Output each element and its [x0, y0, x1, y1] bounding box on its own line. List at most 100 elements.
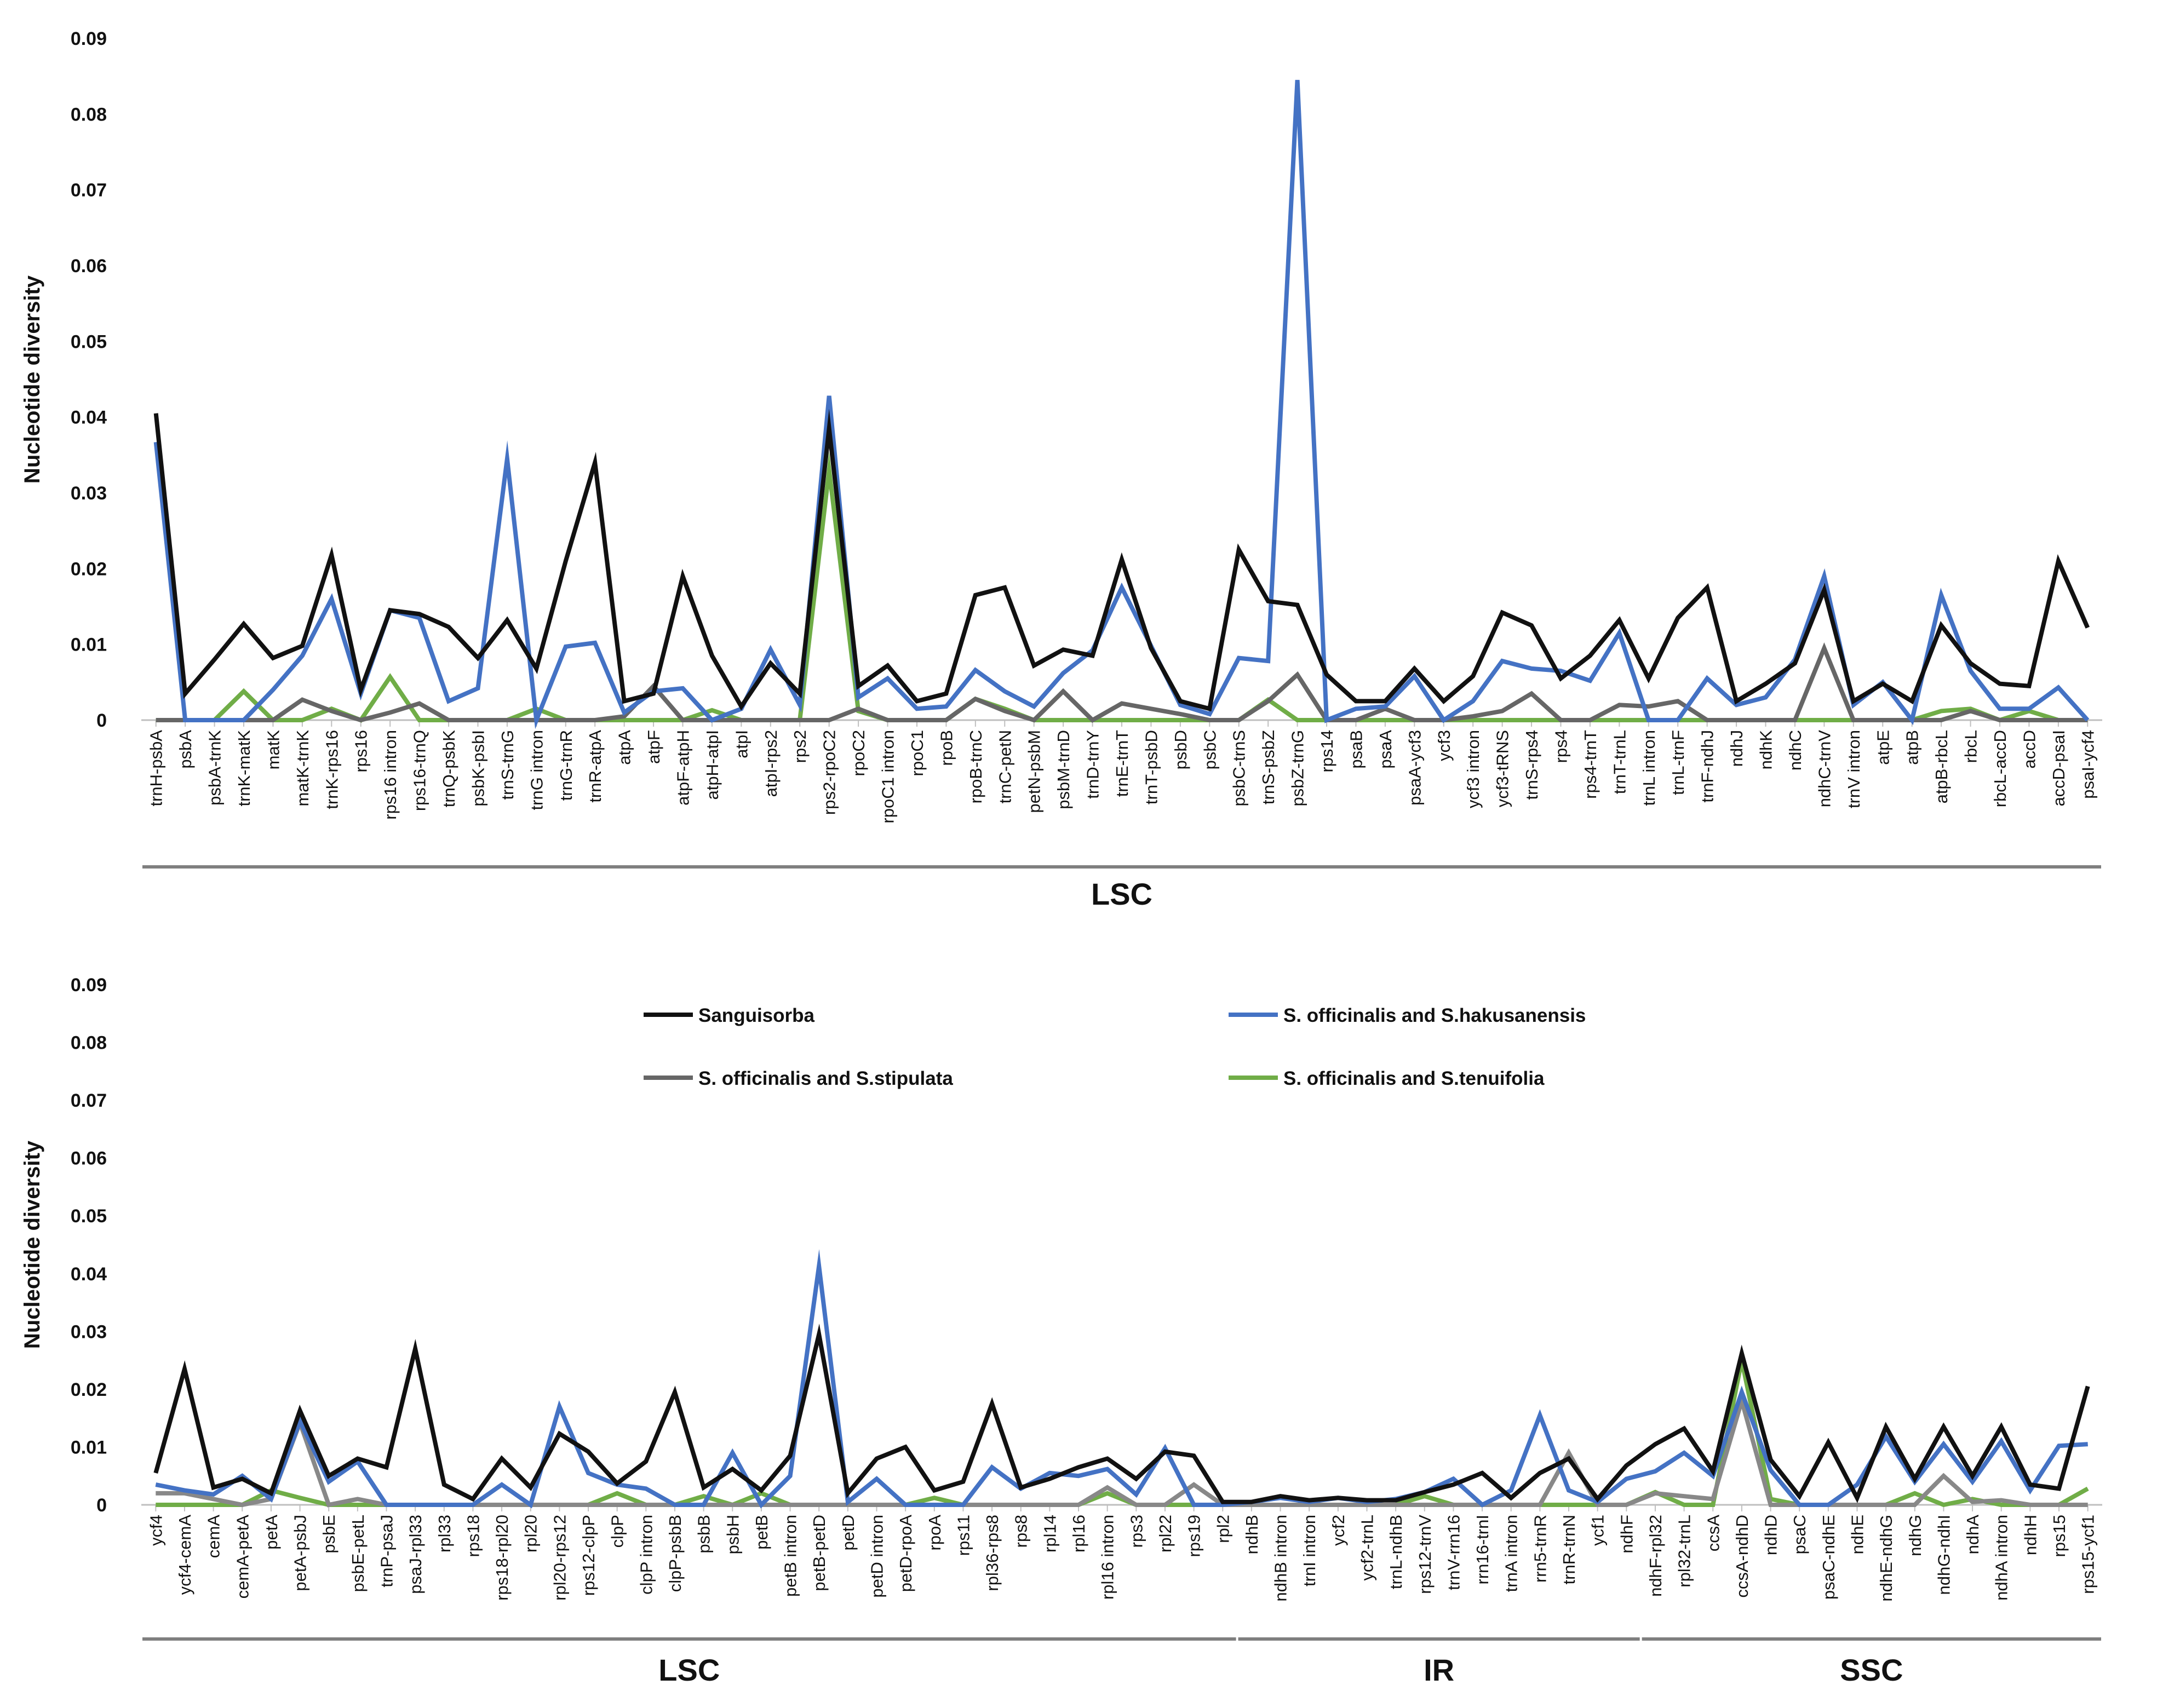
series-line-s-officinalis-and-s-hakusanensis: [155, 1249, 2088, 1509]
x-tick-label-rpob: rpoB: [937, 730, 956, 766]
x-tick-label-rpl22: rpl22: [1156, 1515, 1175, 1552]
series-line-s-officinalis-and-s-stipulata: [156, 1393, 2088, 1508]
x-tick-label-atpi: atpI: [732, 730, 751, 758]
x-tick-label-rrn5-trnr: rrn5-trnR: [1530, 1515, 1550, 1583]
x-tick-label-atpf: atpF: [644, 730, 663, 764]
y-tick-label: 0.03: [71, 483, 107, 504]
x-tick-label-trnk-matk: trnK-matK: [234, 730, 254, 807]
x-tick-label-rps16-intron: rps16 intron: [381, 730, 400, 820]
x-tick-label-trnv-rrn16: trnV-rrn16: [1444, 1515, 1463, 1590]
x-tick-label-rps19: rps19: [1185, 1515, 1204, 1557]
x-tick-label-atpb: atpB: [1903, 730, 1922, 765]
x-tick-label-psbm-trnd: psbM-trnD: [1054, 730, 1073, 809]
y-tick-label: 0.07: [71, 1090, 107, 1111]
y-tick-label: 0.06: [71, 1148, 107, 1169]
x-tick-label-trnl-ndhb: trnL-ndhB: [1386, 1515, 1406, 1589]
x-tick-label-ccsa-ndhd: ccsA-ndhD: [1733, 1515, 1752, 1598]
x-tick-label-trns-rps4: trnS-rps4: [1522, 730, 1541, 800]
x-tick-label-trnf-ndhj: trnF-ndhJ: [1698, 730, 1717, 803]
x-tick-label-psai-ycf4: psaI-ycf4: [2078, 730, 2097, 799]
x-tick-label-ndhe-ndhg: ndhE-ndhG: [1877, 1515, 1896, 1602]
y-tick-label: 0: [96, 1495, 107, 1516]
x-tick-label-rps12-clpp: rps12-clpP: [579, 1515, 598, 1596]
x-tick-label-psbb: psbB: [695, 1515, 714, 1554]
x-tick-label-rps18: rps18: [463, 1515, 483, 1557]
x-tick-label-ndhb: ndhB: [1242, 1515, 1261, 1554]
x-tick-label-clpp: clpP: [608, 1515, 627, 1548]
x-tick-label-ndhk: ndhK: [1757, 730, 1776, 770]
x-tick-label-ycf2: ycf2: [1329, 1515, 1348, 1546]
x-tick-label-atpa: atpA: [615, 730, 634, 765]
x-tick-label-psba-trnk: psbA-trnK: [205, 730, 225, 806]
x-tick-label-rbcl-accd: rbcL-accD: [1990, 730, 2010, 807]
x-tick-label-trnt-trnl: trnT-trnL: [1610, 730, 1629, 794]
x-tick-label-rpl32-trnl: rpl32-trnL: [1675, 1515, 1694, 1588]
x-tick-label-ndhb-intron: ndhB intron: [1271, 1515, 1290, 1602]
x-tick-label-atpf-atph: atpF-atpH: [674, 730, 693, 806]
y-tick-label: 0.06: [71, 256, 107, 277]
x-tick-label-psba: psbA: [176, 730, 195, 769]
x-tick-label-trni-intron: trnI intron: [1300, 1515, 1319, 1586]
x-tick-label-ndhg-ndhi: ndhG-ndhI: [1934, 1515, 1953, 1595]
x-tick-label-rpl16: rpl16: [1069, 1515, 1088, 1552]
x-tick-label-rpl20-rps12: rpl20-rps12: [550, 1515, 569, 1601]
x-tick-label-accd: accD: [2020, 730, 2039, 769]
x-tick-label-psbe-petl: psbE-petL: [348, 1515, 368, 1592]
x-tick-label-rps3: rps3: [1127, 1515, 1146, 1548]
x-tick-label-rpl2: rpl2: [1213, 1515, 1232, 1543]
x-tick-label-psbc: psbC: [1200, 730, 1219, 769]
y-tick-label: 0.01: [71, 635, 107, 655]
x-tick-label-psaa-ycf3: psaA-ycf3: [1405, 730, 1424, 806]
x-tick-label-rpoc1-intron: rpoC1 intron: [879, 730, 898, 824]
x-tick-label-rps14: rps14: [1317, 730, 1336, 773]
x-tick-label-trns-psbz: trnS-psbZ: [1259, 730, 1278, 804]
x-tick-label-trne-trnt: trnE-trnT: [1112, 730, 1132, 797]
x-tick-label-rps16: rps16: [352, 730, 371, 773]
x-tick-label-cema: cemA: [204, 1515, 223, 1559]
x-tick-label-rps18-rpl20: rps18-rpl20: [492, 1515, 512, 1601]
x-tick-label-rpoc2: rpoC2: [849, 730, 868, 776]
x-tick-label-psbk-psbi: psbK-psbI: [468, 730, 487, 807]
x-tick-label-psbz-trng: psbZ-trnG: [1288, 730, 1307, 807]
y-tick-label: 0.08: [71, 104, 107, 125]
region-label-lsc: LSC: [658, 1653, 720, 1687]
x-tick-label-clpp-psbb: clpP-psbB: [666, 1515, 685, 1592]
x-tick-label-petd-intron: petD intron: [868, 1515, 887, 1598]
x-tick-label-trnh-psba: trnH-psbA: [147, 730, 166, 807]
x-tick-label-peta: petA: [262, 1515, 281, 1550]
series-line-s-officinalis-and-s-stipulata: [156, 642, 2088, 723]
x-tick-label-rpoa: rpoA: [925, 1515, 944, 1551]
legend-label-tenuifolia: S. officinalis and S.tenuifolia: [1283, 1068, 1545, 1089]
x-tick-label-peta-psbj: petA-psbJ: [291, 1515, 310, 1591]
x-tick-label-rps2: rps2: [790, 730, 810, 763]
x-tick-label-ndhf-rpl32: ndhF-rpl32: [1646, 1515, 1665, 1597]
x-tick-label-ndhc-trnv: ndhC-trnV: [1815, 730, 1834, 808]
x-tick-label-rpob-trnc: rpoB-trnC: [966, 730, 985, 803]
x-tick-label-trnd-trny: trnD-trnY: [1083, 730, 1103, 799]
x-tick-label-psbd: psbD: [1171, 730, 1190, 769]
x-tick-label-ycf3: ycf3: [1435, 730, 1454, 761]
x-tick-label-atph-atpi: atpH-atpI: [703, 730, 722, 800]
x-tick-label-trnq-psbk: trnQ-psbK: [439, 730, 458, 808]
y-tick-label: 0.09: [71, 975, 107, 996]
x-tick-label-petb-petd: petB-petD: [810, 1515, 829, 1591]
y-tick-label: 0.07: [71, 180, 107, 201]
x-tick-label-psbe: psbE: [319, 1515, 339, 1554]
x-tick-label-cema-peta: cemA-petA: [233, 1515, 252, 1599]
x-tick-label-ycf4-cema: ycf4-cemA: [175, 1515, 194, 1595]
x-tick-label-trng-trnr: trnG-trnR: [557, 730, 576, 801]
x-tick-label-rpl20: rpl20: [521, 1515, 541, 1552]
x-tick-label-trnp-psaj: trnP-psaJ: [377, 1515, 397, 1588]
x-tick-label-ndhj: ndhJ: [1727, 730, 1746, 767]
x-tick-label-ndha-intron: ndhA intron: [1992, 1515, 2011, 1601]
x-tick-label-rps15: rps15: [2050, 1515, 2069, 1557]
x-tick-label-rps11: rps11: [954, 1515, 973, 1556]
x-tick-label-rpoc1: rpoC1: [908, 730, 927, 776]
x-tick-label-atpi-rps2: atpI-rps2: [761, 730, 781, 797]
x-tick-label-psaj-rpl33: psaJ-rpl33: [406, 1515, 425, 1594]
legend: Sanguisorba S. officinalis and S.hakusan…: [644, 1005, 1586, 1089]
x-tick-label-rps8: rps8: [1012, 1515, 1031, 1548]
x-tick-label-trnr-trnn: trnR-trnN: [1559, 1515, 1579, 1584]
x-tick-label-atpe: atpE: [1873, 730, 1892, 765]
